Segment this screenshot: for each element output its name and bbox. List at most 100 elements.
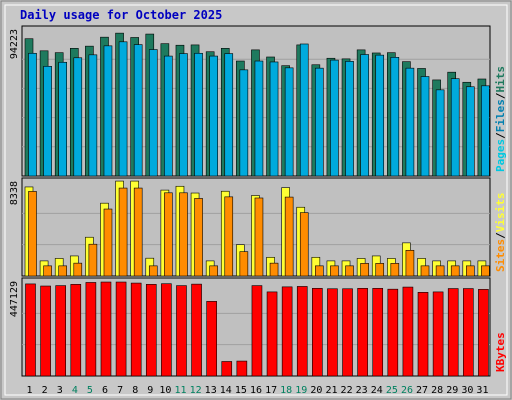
- bar-files: [390, 57, 400, 177]
- bar-files: [284, 67, 294, 177]
- x-tick-label: 5: [87, 385, 93, 396]
- bar-files: [239, 69, 249, 177]
- bar-kbytes: [145, 284, 157, 377]
- bar-files: [164, 55, 173, 177]
- bar-kbytes: [402, 286, 414, 377]
- x-tick-label: 1: [27, 385, 33, 396]
- labels: 94223Pages/Files/Hits8338Sites/Visits447…: [9, 29, 507, 396]
- x-tick-label: 30: [461, 385, 473, 396]
- bar-sites: [88, 243, 98, 277]
- bar-kbytes: [130, 282, 142, 377]
- bar-files: [73, 57, 83, 177]
- bar-kbytes: [281, 286, 293, 377]
- bar-kbytes: [176, 285, 187, 377]
- x-tick-label: 4: [72, 385, 78, 396]
- bar-files: [43, 65, 52, 177]
- bar-sites: [103, 208, 113, 277]
- bar-sites: [194, 198, 203, 277]
- bar-sites: [224, 196, 234, 277]
- chart-title: Daily usage for October 2025: [20, 8, 222, 22]
- bar-files: [88, 54, 98, 177]
- x-tick-label: 28: [431, 385, 443, 396]
- bar-sites: [450, 265, 460, 277]
- x-tick-label: 15: [235, 385, 247, 396]
- bar-files: [345, 61, 354, 177]
- bar-kbytes: [55, 285, 66, 377]
- bar-sites: [209, 265, 218, 277]
- bar-kbytes: [327, 288, 338, 377]
- x-tick-label: 29: [446, 385, 458, 396]
- bar-files: [435, 89, 445, 177]
- bar-sites: [254, 197, 264, 277]
- bar-sites: [239, 251, 249, 277]
- bar-sites: [118, 187, 128, 277]
- bar-sites: [375, 263, 385, 277]
- bar-sites: [58, 265, 67, 277]
- legend-entry: /: [494, 92, 507, 99]
- bar-sites: [179, 192, 188, 277]
- legend-entry: Hits: [494, 66, 507, 93]
- bars: [24, 32, 490, 377]
- bar-kbytes: [100, 281, 112, 377]
- bar-kbytes: [25, 283, 36, 377]
- bar-sites: [164, 192, 173, 277]
- bar-kbytes: [191, 283, 202, 377]
- bar-files: [450, 78, 460, 177]
- bar-kbytes: [115, 281, 127, 377]
- bar-sites: [133, 187, 143, 277]
- x-tick-label: 12: [190, 385, 202, 396]
- legend-entry: Sites: [494, 239, 507, 272]
- bar-kbytes: [447, 288, 459, 377]
- x-tick-label: 11: [174, 385, 186, 396]
- bar-kbytes: [432, 291, 444, 377]
- x-tick-label: 3: [57, 385, 63, 396]
- bar-kbytes: [417, 292, 429, 377]
- bar-kbytes: [372, 288, 384, 377]
- bar-files: [405, 67, 415, 177]
- bar-files: [254, 60, 264, 177]
- x-tick-label: 27: [416, 385, 428, 396]
- x-tick-label: 6: [102, 385, 108, 396]
- legend-entry: Files: [494, 99, 507, 132]
- x-tick-label: 7: [117, 385, 123, 396]
- bar-files: [330, 59, 339, 177]
- bar-kbytes: [296, 286, 308, 377]
- x-tick-label: 20: [310, 385, 322, 396]
- x-tick-label: 24: [371, 385, 383, 396]
- bar-files: [420, 76, 430, 177]
- bar-kbytes: [70, 284, 82, 377]
- bar-sites: [73, 262, 83, 277]
- bar-sites: [269, 262, 279, 277]
- bar-files: [360, 54, 369, 177]
- bar-files: [103, 45, 113, 177]
- bar-files: [466, 86, 475, 177]
- bar-files: [148, 49, 158, 177]
- x-tick-label: 26: [401, 385, 413, 396]
- bar-files: [58, 61, 67, 177]
- bar-files: [118, 41, 128, 177]
- bar-sites: [315, 265, 324, 277]
- bar-sites: [466, 265, 475, 277]
- x-tick-label: 16: [250, 385, 262, 396]
- bar-kbytes: [266, 291, 278, 377]
- bar-files: [299, 43, 309, 177]
- bar-kbytes: [251, 285, 263, 377]
- x-tick-label: 10: [159, 385, 171, 396]
- legend-entry: Pages: [494, 139, 507, 172]
- chart-inner-frame: [4, 4, 508, 396]
- bar-sites: [360, 263, 369, 277]
- panel-max-label: 447129: [9, 281, 20, 317]
- x-tick-label: 25: [386, 385, 398, 396]
- bar-sites: [299, 212, 309, 277]
- bar-sites: [148, 265, 158, 277]
- bar-kbytes: [478, 289, 489, 377]
- bar-files: [179, 53, 188, 177]
- x-tick-label: 13: [205, 385, 217, 396]
- bar-kbytes: [342, 288, 353, 377]
- bar-kbytes: [161, 283, 172, 377]
- panel-max-label: 94223: [9, 29, 20, 59]
- x-tick-label: 14: [220, 385, 232, 396]
- bar-files: [375, 54, 385, 177]
- x-tick-label: 9: [147, 385, 153, 396]
